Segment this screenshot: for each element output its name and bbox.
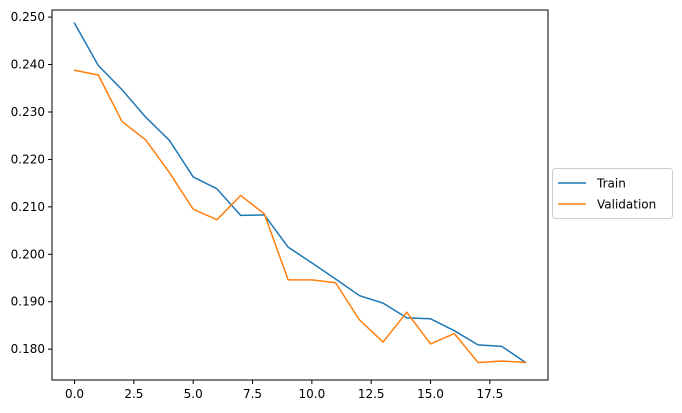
x-tick-label: 12.5 xyxy=(358,387,385,401)
legend-box xyxy=(552,168,673,219)
legend: Train Validation xyxy=(552,168,673,219)
y-tick-label: 0.220 xyxy=(11,152,45,166)
legend-label-train: Train xyxy=(596,177,626,191)
series-layer xyxy=(73,22,527,364)
y-tick-label: 0.190 xyxy=(11,295,45,309)
y-tick-label: 0.180 xyxy=(11,342,45,356)
y-tick-label: 0.200 xyxy=(11,247,45,261)
plot-area xyxy=(52,10,548,380)
y-tick-label: 0.210 xyxy=(11,200,45,214)
x-tick-label: 0.0 xyxy=(65,387,84,401)
series-line-train xyxy=(73,22,527,364)
y-tick-label: 0.230 xyxy=(11,105,45,119)
legend-label-validation: Validation xyxy=(597,198,656,212)
x-tick-label: 5.0 xyxy=(184,387,203,401)
x-tick-label: 17.5 xyxy=(476,387,503,401)
y-tick-label: 0.250 xyxy=(11,10,45,24)
plot-frame xyxy=(51,9,549,381)
x-tick-label: 2.5 xyxy=(124,387,143,401)
x-axis: 0.0 2.5 5.0 7.5 10.0 12.5 15.0 17.5 xyxy=(65,380,503,401)
x-tick-label: 10.0 xyxy=(299,387,326,401)
series-line-validation xyxy=(73,69,527,364)
x-tick-label: 7.5 xyxy=(243,387,262,401)
y-tick-label: 0.240 xyxy=(11,58,45,72)
x-tick-label: 15.0 xyxy=(417,387,444,401)
y-axis: 0.180 0.190 0.200 0.210 0.220 0.230 0.240 0.250 xyxy=(11,10,52,356)
